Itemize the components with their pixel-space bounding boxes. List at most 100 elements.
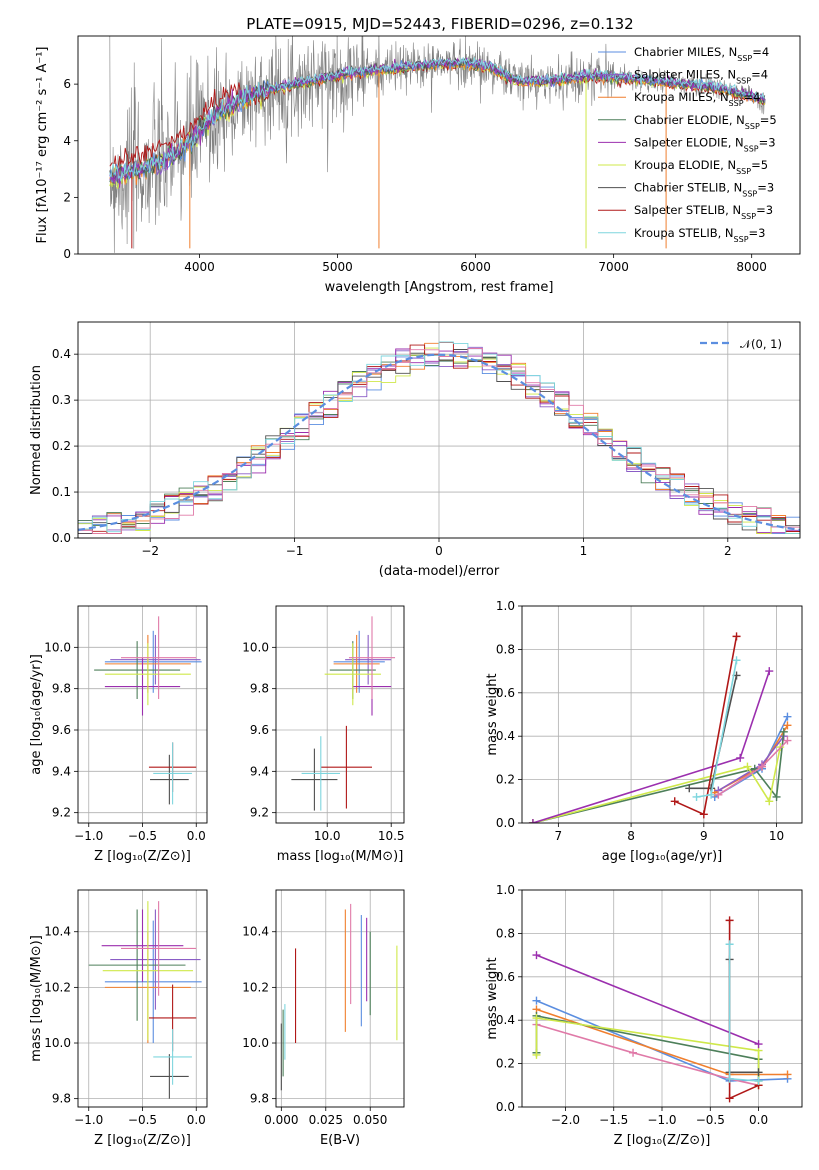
weight-point-kroupa_elodie	[743, 762, 752, 771]
y-tick-label: 10.4	[242, 925, 269, 939]
plot-area	[528, 632, 792, 823]
axes-frame	[275, 889, 405, 1108]
errorbar-salpeter_elodie	[104, 657, 181, 716]
y-tick-label: 0.2	[496, 1057, 515, 1071]
legend-subscript: SSP	[736, 76, 751, 85]
grid-lines	[522, 605, 802, 824]
y-tick-label: 9.8	[52, 682, 71, 696]
x-tick-label: −0.5	[128, 1113, 157, 1127]
errorbar-chabrier_stelib	[150, 754, 189, 805]
errorbar-chabrier_stelib	[291, 748, 338, 811]
axes-frame	[521, 889, 803, 1108]
legend-tail: =5	[760, 113, 777, 127]
y-axis-label: mass [log₁₀(M/M⊙)]	[29, 935, 44, 1062]
y-tick-label: 0.4	[496, 729, 515, 743]
x-tick-label: 0.0	[187, 829, 206, 843]
y-tick-label: 9.4	[250, 764, 269, 778]
weight-point-salpeter_elodie	[528, 819, 537, 823]
panel-weight-vs-age: 7 8 9 10 0.0 0.2 0.4 0.6 0.8 1.0 age [log₁₀(age/yr…	[485, 599, 803, 864]
weight-line-salpeter_elodie	[532, 670, 771, 823]
y-tick-label: 0.6	[496, 686, 515, 700]
y-tick-label: 9.8	[250, 1092, 269, 1106]
weight-point-chabrier_stelib	[754, 1068, 763, 1077]
weight-point-salpeter_stelib	[725, 916, 734, 925]
y-tick-label: 9.8	[250, 682, 269, 696]
weight-point-pink	[714, 790, 723, 799]
x-axis-label: (data-model)/error	[379, 564, 500, 579]
panel-age-vs-mass: 10.0 10.5 9.2 9.4 9.6 9.8 10.0 mass [log₁₀(M/M⊙…	[242, 605, 405, 864]
x-tick-label: 7000	[598, 260, 629, 274]
legend-subscript: SSP	[729, 99, 744, 108]
plot-area	[78, 341, 800, 534]
x-axis-label: Z [log₁₀(Z/Z⊙)]	[614, 1133, 711, 1148]
x-axis-label: wavelength [Angstrom, rest frame]	[325, 280, 554, 295]
x-tick-label: 6000	[460, 260, 491, 274]
weight-point-kroupa_stelib	[732, 656, 741, 665]
x-tick-label: −0.5	[128, 829, 157, 843]
legend-entry-label: Salpeter STELIB, NSSP=3	[634, 203, 773, 221]
weight-point-pink	[758, 762, 766, 771]
legend-tail: =3	[759, 135, 776, 149]
x-tick-label: 5000	[322, 260, 353, 274]
axes-frame	[521, 605, 803, 824]
errorbar-kroupa_elodie	[104, 643, 191, 706]
axes-frame	[77, 321, 801, 539]
legend-entry-label: Salpeter MILES, NSSP=4	[634, 68, 768, 86]
x-tick-label: −1.0	[74, 829, 103, 843]
figure-title: PLATE=0915, MJD=52443, FIBERID=0296, z=0…	[246, 15, 633, 33]
x-axis-label: Z [log₁₀(Z/Z⊙)]	[94, 1133, 191, 1148]
x-tick-label: 0.0	[749, 1113, 768, 1127]
x-tick-label: 10.5	[378, 829, 405, 843]
legend-tail: =5	[751, 158, 768, 172]
y-tick-label: 0.2	[496, 773, 515, 787]
x-tick-label: −1.0	[647, 1113, 676, 1127]
weight-point-chabrier_elodie	[779, 727, 788, 736]
x-tick-label: −0.5	[696, 1113, 725, 1127]
weight-point-pink	[629, 1048, 638, 1057]
weight-point-kroupa_stelib	[725, 940, 734, 949]
x-tick-label: 0.050	[353, 1113, 387, 1127]
x-axis-label: E(B-V)	[320, 1133, 360, 1148]
x-tick-label: 10	[769, 829, 784, 843]
x-tick-label: 10.0	[314, 829, 341, 843]
y-tick-label: 6	[63, 77, 71, 91]
y-tick-label: 0	[63, 247, 71, 261]
y-tick-label: 1.0	[496, 599, 515, 613]
errorbar-chabrier_miles	[104, 630, 202, 693]
panel-residuals: −2 −1 0 1 2 0.0 0.1 0.2 0.3 0.4 𝒩(0, 1) (data-model…	[29, 321, 801, 579]
errorbar-kroupa_elodie	[102, 901, 194, 1041]
errorbar-chabrier_miles	[333, 630, 385, 693]
weight-point-kroupa_elodie	[532, 1014, 541, 1023]
legend-tail: =3	[749, 226, 766, 240]
weight-point-pink	[783, 736, 792, 745]
weight-line-chabrier_stelib	[728, 959, 759, 1074]
panel-spectrum: 4000 5000 6000 7000 8000 0 2 4 6 Chabrier MILES, …	[35, 35, 801, 295]
y-tick-label: 2	[63, 190, 71, 204]
model-line-kroupa_stelib	[109, 56, 765, 182]
x-tick-label: 8	[627, 829, 635, 843]
y-tick-label: 0.8	[496, 642, 515, 656]
weight-line-kroupa_elodie	[535, 1017, 760, 1086]
panel-mass-vs-EBV: 0.000 0.025 0.050 9.8 10.0 10.2 10.4 E(B-V)	[242, 889, 405, 1148]
weight-point-kroupa_stelib	[707, 790, 716, 799]
plot-area	[94, 616, 202, 805]
weight-line-salpeter_elodie	[536, 954, 759, 1045]
y-tick-label: 10.0	[44, 640, 71, 654]
plot-area	[88, 901, 202, 1099]
legend-tail: =3	[756, 203, 773, 217]
y-tick-label: 9.8	[52, 1092, 71, 1106]
weight-point-chabrier_elodie	[772, 792, 781, 801]
plot-area	[280, 903, 398, 1091]
y-axis-label: mass weight	[485, 673, 500, 755]
x-tick-label: −2.0	[551, 1113, 580, 1127]
weight-point-chabrier_miles	[783, 712, 792, 721]
weight-point-kroupa_elodie	[765, 797, 774, 806]
y-tick-label: 9.2	[250, 806, 269, 820]
x-tick-label: 0.0	[187, 1113, 206, 1127]
y-tick-label: 0.3	[52, 393, 71, 407]
weight-point-salpeter_elodie	[765, 667, 774, 676]
weight-point-salpeter_stelib	[725, 1094, 734, 1103]
legend-entry-label: 𝒩(0, 1)	[740, 337, 782, 351]
legend-tail: =3	[757, 181, 774, 195]
